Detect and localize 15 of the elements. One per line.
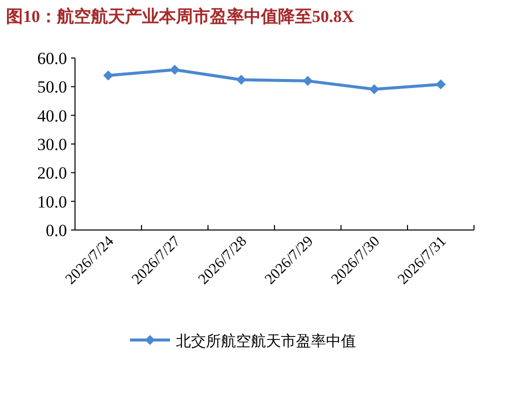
y-tick-label: 10.0 [37, 192, 67, 212]
point [302, 76, 313, 86]
y-tick-label: 30.0 [37, 135, 67, 154]
point [436, 79, 446, 90]
y-tick-label: 50.0 [37, 78, 67, 97]
y-tick-label: 20.0 [37, 164, 67, 183]
y-tick-label: 0.0 [46, 221, 67, 240]
y-tick-label: 60.0 [37, 49, 67, 68]
point [103, 70, 114, 80]
point [170, 64, 180, 75]
legend-label: 北交所航空航天市盈率中值 [176, 333, 356, 350]
y-tick-label: 40.0 [37, 106, 67, 126]
point [236, 74, 246, 85]
chart-title: 图10：航空航天产业本周市盈率中值降至50.8X [6, 7, 355, 26]
point [369, 84, 380, 94]
